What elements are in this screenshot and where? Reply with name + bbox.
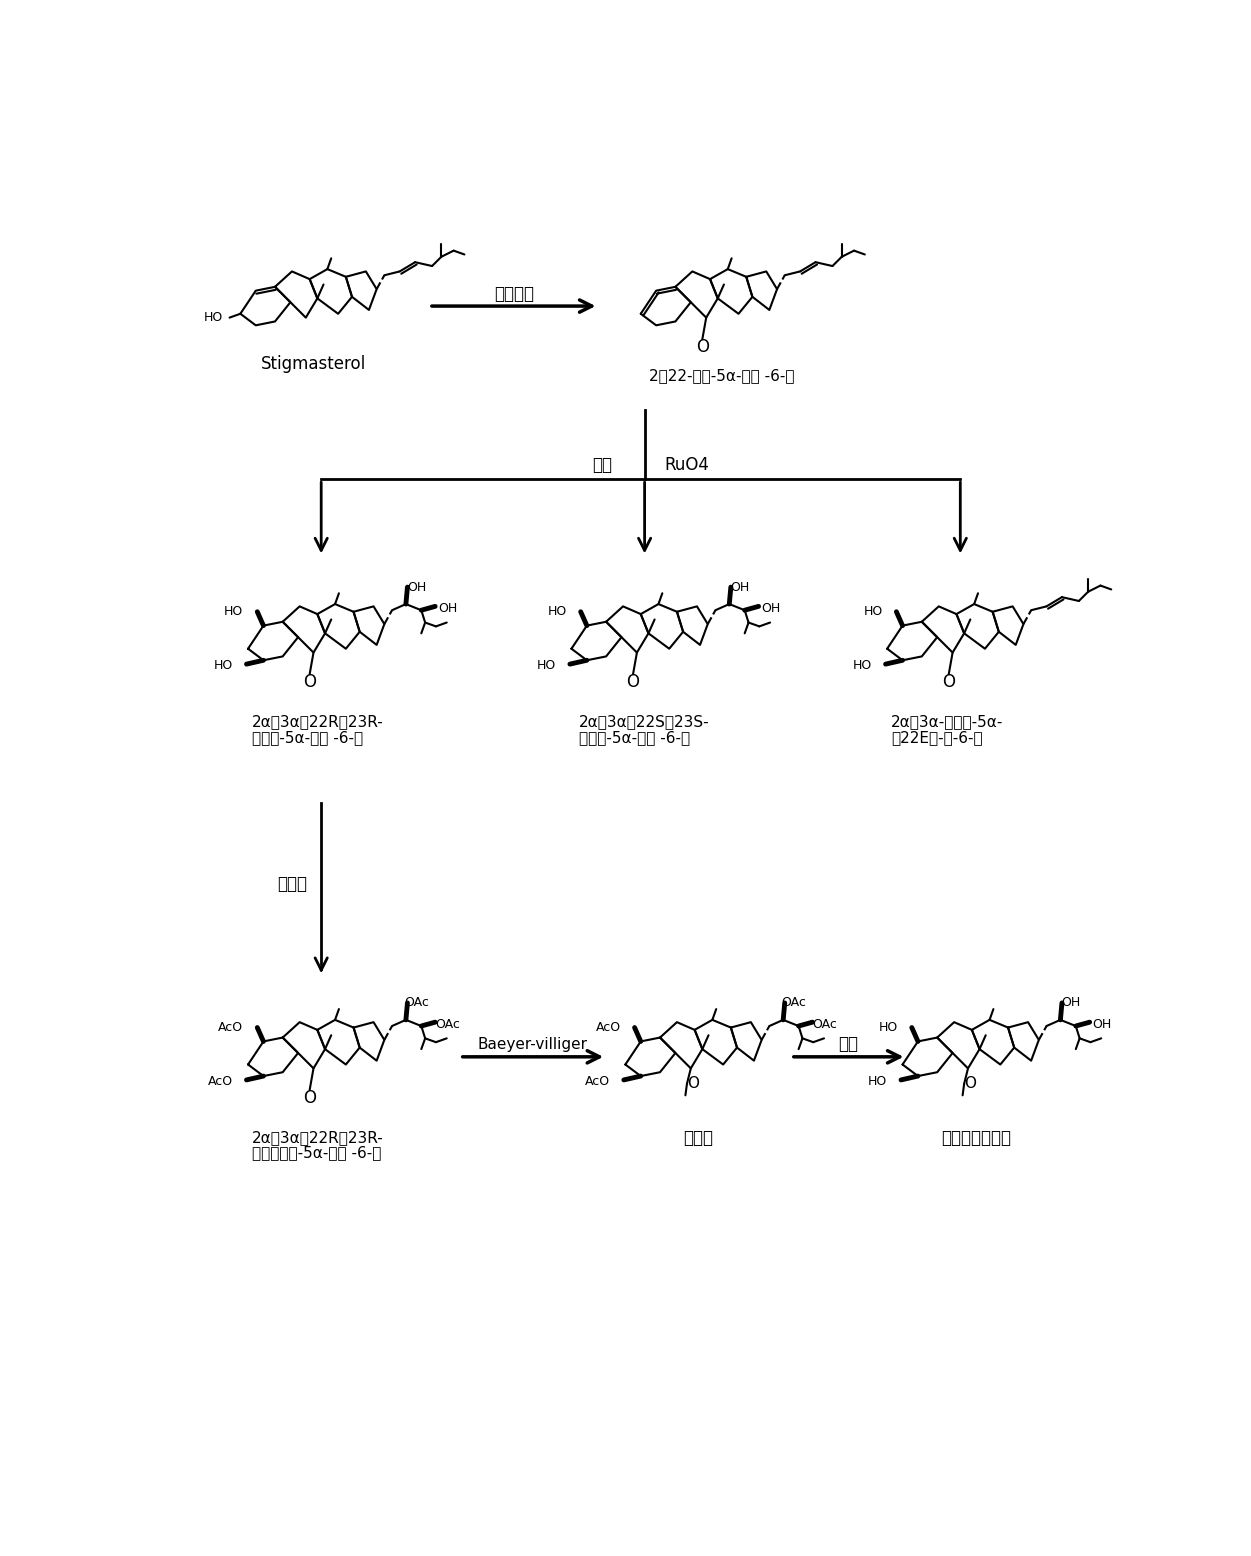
Text: 内酯物: 内酯物 [683,1128,713,1147]
Text: 四羟基-5α-豆甾 -6-酮: 四羟基-5α-豆甾 -6-酮 [251,730,363,745]
Text: O: O [303,672,317,691]
Text: HO: HO [224,605,244,618]
Text: 四乙酰氧基-5α-豆甾 -6-酮: 四乙酰氧基-5α-豆甾 -6-酮 [251,1145,382,1161]
Text: 乙酰化: 乙酰化 [278,874,308,893]
Text: HO: HO [214,660,233,672]
Text: OH: OH [1062,996,1081,1010]
Text: HO: HO [863,605,882,618]
Text: 2，22-二烯-5α-豆甾 -6-酮: 2，22-二烯-5α-豆甾 -6-酮 [649,367,794,383]
Text: （22E）-烯-6-酮: （22E）-烯-6-酮 [891,730,982,745]
Text: OH: OH [731,580,749,594]
Text: OH: OH [1092,1018,1112,1032]
Text: 2α，3α-二羟基-5α-: 2α，3α-二羟基-5α- [891,714,1003,730]
Text: 2α，3α，22S，23S-: 2α，3α，22S，23S- [579,714,709,730]
Text: HO: HO [204,311,224,324]
Text: HO: HO [537,660,555,672]
Text: AcO: AcO [584,1075,610,1088]
Text: AcO: AcO [595,1021,620,1035]
Text: OH: OH [407,580,427,594]
Text: OH: OH [438,602,457,615]
Text: Baeyer-villiger: Baeyer-villiger [478,1036,588,1052]
Text: Stigmasterol: Stigmasterol [261,355,367,373]
Text: O: O [303,1089,317,1106]
Text: OAc: OAc [782,996,807,1010]
Text: 2α，3α，22R，23R-: 2α，3α，22R，23R- [251,1130,384,1145]
Text: O: O [965,1077,976,1091]
Text: 水解: 水解 [838,1035,858,1053]
Text: AcO: AcO [208,1075,233,1088]
Text: HO: HO [868,1075,887,1088]
Text: HO: HO [548,605,567,618]
Text: O: O [696,338,709,356]
Text: RuO4: RuO4 [664,456,709,475]
Text: OAc: OAc [404,996,429,1010]
Text: OAc: OAc [435,1018,460,1032]
Text: 乙基芸苔素内酯: 乙基芸苔素内酯 [941,1128,1011,1147]
Text: HO: HO [878,1021,898,1035]
Text: O: O [942,672,956,691]
Text: HO: HO [852,660,872,672]
Text: O: O [687,1077,699,1091]
Text: OAc: OAc [812,1018,837,1032]
Text: OH: OH [762,602,781,615]
Text: 配体: 配体 [592,456,612,475]
Text: AcO: AcO [219,1021,244,1035]
Text: O: O [627,672,639,691]
Text: 2α，3α，22R，23R-: 2α，3α，22R，23R- [251,714,384,730]
Text: 四步反应: 四步反应 [494,285,534,303]
Text: 四羟基-5α-豆甾 -6-酮: 四羟基-5α-豆甾 -6-酮 [579,730,691,745]
